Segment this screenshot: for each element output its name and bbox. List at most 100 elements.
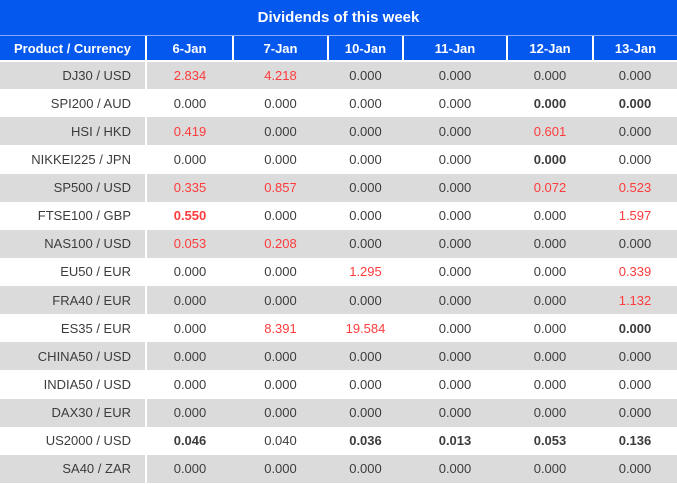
table-row: NIKKEI225 / JPN 0.000 0.000 0.000 0.000 0.000… bbox=[0, 145, 677, 174]
header-row: Product / Currency 6-Jan 7-Jan 10-Jan 11… bbox=[0, 36, 677, 62]
product-cell: DJ30 / USD bbox=[0, 61, 147, 90]
dividend-value-cell: 0.000 bbox=[264, 348, 297, 364]
dividend-value-cell: 0.000 bbox=[438, 264, 472, 280]
dividend-value-cell: 0.000 bbox=[533, 376, 567, 392]
dividend-value-cell: 0.000 bbox=[349, 123, 382, 139]
table-row: SA40 / ZAR 0.000 0.000 0.000 0.000 0.000 0.000 bbox=[0, 454, 677, 483]
dividend-value-cell: 0.000 bbox=[173, 95, 207, 111]
table-row: NAS100 / USD 0.053 0.208 0.000 0.000 0.000 0.0… bbox=[0, 229, 677, 258]
dividend-value-cell: 4.218 bbox=[264, 68, 297, 84]
dividend-value-cell: 0.000 bbox=[349, 236, 382, 252]
dividend-value-cell: 0.000 bbox=[173, 264, 207, 280]
product-cell: EU50 / EUR bbox=[0, 257, 147, 286]
product-cell: HSI / HKD bbox=[0, 117, 147, 146]
dividend-value-cell: 0.550 bbox=[173, 208, 207, 224]
dividend-value-cell: 0.000 bbox=[349, 376, 382, 392]
dividend-value-cell: 0.523 bbox=[618, 180, 652, 196]
dividend-value-cell: 0.000 bbox=[438, 236, 472, 252]
dividend-value-cell: 0.000 bbox=[533, 320, 567, 336]
table-row: EU50 / EUR 0.000 0.000 1.295 0.000 0.000 0.339 bbox=[0, 257, 677, 286]
product-cell: NAS100 / USD bbox=[0, 229, 147, 258]
product-cell: ES35 / EUR bbox=[0, 314, 147, 343]
table-title: Dividends of this week bbox=[0, 0, 677, 36]
dividend-value-cell: 19.584 bbox=[345, 320, 386, 336]
dividend-value-cell: 0.053 bbox=[533, 433, 567, 449]
dividend-value-cell: 0.000 bbox=[349, 292, 382, 308]
dividend-value-cell: 0.000 bbox=[264, 461, 297, 477]
column-header-6-jan: 6-Jan bbox=[145, 36, 233, 62]
dividend-value-cell: 0.000 bbox=[618, 236, 652, 252]
dividend-value-cell: 0.000 bbox=[533, 208, 567, 224]
column-header-13-jan: 13-Jan bbox=[592, 36, 677, 62]
dividend-value-cell: 0.601 bbox=[533, 123, 567, 139]
dividend-value-cell: 0.000 bbox=[173, 151, 207, 167]
product-cell: FRA40 / EUR bbox=[0, 286, 147, 315]
dividend-value-cell: 0.053 bbox=[173, 236, 207, 252]
dividend-value-cell: 0.000 bbox=[264, 292, 297, 308]
dividend-value-cell: 0.000 bbox=[618, 151, 652, 167]
dividend-value-cell: 1.295 bbox=[349, 264, 382, 280]
dividend-value-cell: 0.000 bbox=[533, 151, 567, 167]
dividend-value-cell: 0.000 bbox=[349, 151, 382, 167]
dividend-value-cell: 0.000 bbox=[618, 405, 652, 421]
product-cell: SPI200 / AUD bbox=[0, 89, 147, 118]
dividend-value-cell: 0.000 bbox=[264, 376, 297, 392]
dividend-value-cell: 0.000 bbox=[173, 405, 207, 421]
dividend-value-cell: 0.000 bbox=[264, 264, 297, 280]
dividend-value-cell: 0.419 bbox=[173, 123, 207, 139]
dividend-value-cell: 0.000 bbox=[349, 348, 382, 364]
dividend-value-cell: 0.000 bbox=[438, 376, 472, 392]
dividend-value-cell: 0.000 bbox=[438, 461, 472, 477]
dividend-value-cell: 0.000 bbox=[533, 264, 567, 280]
table-row: SPI200 / AUD 0.000 0.000 0.000 0.000 0.000 0.0… bbox=[0, 89, 677, 118]
dividend-value-cell: 0.000 bbox=[438, 151, 472, 167]
product-cell: FTSE100 / GBP bbox=[0, 201, 147, 230]
dividend-value-cell: 0.000 bbox=[173, 376, 207, 392]
dividend-value-cell: 0.000 bbox=[533, 292, 567, 308]
column-header-10-jan: 10-Jan bbox=[327, 36, 403, 62]
table-row: CHINA50 / USD 0.000 0.000 0.000 0.000 0.000 0.… bbox=[0, 342, 677, 371]
dividend-value-cell: 1.132 bbox=[618, 292, 652, 308]
dividend-value-cell: 0.000 bbox=[438, 95, 472, 111]
dividend-value-cell: 0.000 bbox=[533, 68, 567, 84]
dividend-value-cell: 0.000 bbox=[264, 95, 297, 111]
table-row: DAX30 / EUR 0.000 0.000 0.000 0.000 0.000 0.00… bbox=[0, 398, 677, 427]
table-row: FRA40 / EUR 0.000 0.000 0.000 0.000 0.000 1.13… bbox=[0, 286, 677, 315]
product-cell: NIKKEI225 / JPN bbox=[0, 145, 147, 174]
table-row: INDIA50 / USD 0.000 0.000 0.000 0.000 0.000 0.… bbox=[0, 370, 677, 399]
dividend-value-cell: 0.000 bbox=[618, 68, 652, 84]
dividend-value-cell: 0.000 bbox=[173, 348, 207, 364]
dividend-value-cell: 0.000 bbox=[533, 461, 567, 477]
column-header-product-currency: Product / Currency bbox=[0, 36, 146, 62]
dividend-value-cell: 0.000 bbox=[438, 292, 472, 308]
table-row: SP500 / USD 0.335 0.857 0.000 0.000 0.072 0.52… bbox=[0, 173, 677, 202]
product-cell: CHINA50 / USD bbox=[0, 342, 147, 371]
dividend-value-cell: 0.000 bbox=[533, 348, 567, 364]
dividend-value-cell: 0.046 bbox=[173, 433, 207, 449]
dividend-value-cell: 0.335 bbox=[173, 180, 207, 196]
dividend-value-cell: 2.834 bbox=[173, 68, 207, 84]
dividend-value-cell: 1.597 bbox=[618, 208, 652, 224]
dividend-value-cell: 0.000 bbox=[618, 461, 652, 477]
table-row: ES35 / EUR 0.000 8.391 19.584 0.000 0.000 0.00… bbox=[0, 314, 677, 343]
dividend-value-cell: 0.000 bbox=[173, 461, 207, 477]
dividend-value-cell: 0.000 bbox=[264, 151, 297, 167]
column-header-11-jan: 11-Jan bbox=[402, 36, 507, 62]
dividend-value-cell: 0.000 bbox=[264, 123, 297, 139]
dividend-value-cell: 0.000 bbox=[533, 95, 567, 111]
dividend-value-cell: 0.000 bbox=[349, 461, 382, 477]
table-row: FTSE100 / GBP 0.550 0.000 0.000 0.000 0.000 1.… bbox=[0, 201, 677, 230]
dividend-value-cell: 0.000 bbox=[349, 68, 382, 84]
dividend-value-cell: 0.000 bbox=[349, 208, 382, 224]
dividend-value-cell: 0.000 bbox=[533, 405, 567, 421]
product-cell: SP500 / USD bbox=[0, 173, 147, 202]
dividends-table: Product / Currency 6-Jan 7-Jan 10-Jan 11… bbox=[0, 36, 677, 483]
table-row: US2000 / USD 0.046 0.040 0.036 0.013 0.053 0.1… bbox=[0, 426, 677, 455]
dividend-value-cell: 0.072 bbox=[533, 180, 567, 196]
dividend-value-cell: 0.000 bbox=[438, 405, 472, 421]
dividend-value-cell: 0.000 bbox=[349, 405, 382, 421]
dividend-value-cell: 0.000 bbox=[264, 208, 297, 224]
dividend-value-cell: 0.000 bbox=[618, 123, 652, 139]
product-cell: INDIA50 / USD bbox=[0, 370, 147, 399]
